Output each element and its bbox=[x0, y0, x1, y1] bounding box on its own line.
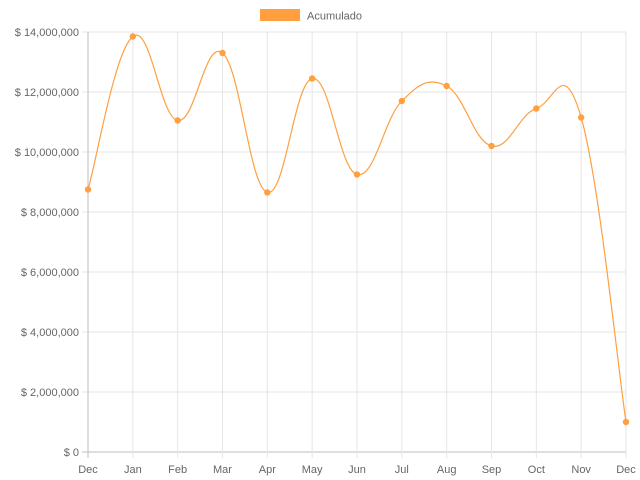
x-tick-label: Aug bbox=[437, 464, 457, 476]
x-axis: Dec Jan Feb Mar Apr May Jun Jul Aug Sep Oct Nov Dec bbox=[78, 464, 636, 476]
data-point[interactable] bbox=[622, 418, 630, 426]
x-tick-label: Apr bbox=[259, 464, 276, 476]
data-point[interactable] bbox=[443, 82, 450, 90]
y-tick-label: $ 8,000,000 bbox=[21, 207, 79, 219]
y-tick-label: $ 6,000,000 bbox=[21, 267, 79, 279]
x-tick-label: Jan bbox=[124, 464, 142, 476]
y-tick-label: $ 12,000,000 bbox=[15, 87, 79, 99]
data-point[interactable] bbox=[174, 117, 181, 124]
data-point[interactable] bbox=[308, 75, 316, 82]
data-point[interactable] bbox=[398, 97, 406, 105]
y-axis: $ 0 $ 2,000,000 $ 4,000,000 $ 6,000,000 $ 8,… bbox=[15, 27, 79, 459]
data-point[interactable] bbox=[84, 186, 92, 193]
data-point[interactable] bbox=[577, 114, 585, 121]
x-tick-label: Oct bbox=[528, 464, 545, 476]
data-point[interactable] bbox=[488, 142, 495, 150]
legend-label[interactable]: Acumulado bbox=[307, 11, 362, 23]
x-tick-label: Nov bbox=[571, 464, 591, 476]
data-point[interactable] bbox=[129, 33, 137, 40]
legend[interactable]: Acumulado bbox=[260, 9, 362, 23]
y-tick-label: $ 0 bbox=[64, 447, 79, 459]
grid-lines bbox=[82, 31, 627, 458]
x-tick-label: Jul bbox=[395, 464, 409, 476]
x-tick-label: Dec bbox=[78, 464, 98, 476]
x-tick-label: Sep bbox=[482, 464, 502, 476]
y-tick-label: $ 2,000,000 bbox=[21, 387, 79, 399]
data-point[interactable] bbox=[533, 105, 540, 112]
series-layer bbox=[84, 33, 630, 426]
x-tick-label: Mar bbox=[213, 464, 232, 476]
x-tick-label: Jun bbox=[348, 464, 366, 476]
x-tick-label: Feb bbox=[168, 464, 187, 476]
x-tick-label: Dec bbox=[616, 464, 636, 476]
legend-swatch[interactable] bbox=[260, 9, 300, 21]
data-point[interactable] bbox=[264, 189, 271, 196]
data-point[interactable] bbox=[353, 171, 361, 178]
y-tick-label: $ 4,000,000 bbox=[21, 327, 79, 339]
y-tick-label: $ 10,000,000 bbox=[15, 147, 79, 159]
x-tick-label: May bbox=[302, 464, 323, 476]
data-point[interactable] bbox=[219, 49, 226, 57]
y-tick-label: $ 14,000,000 bbox=[15, 27, 79, 39]
